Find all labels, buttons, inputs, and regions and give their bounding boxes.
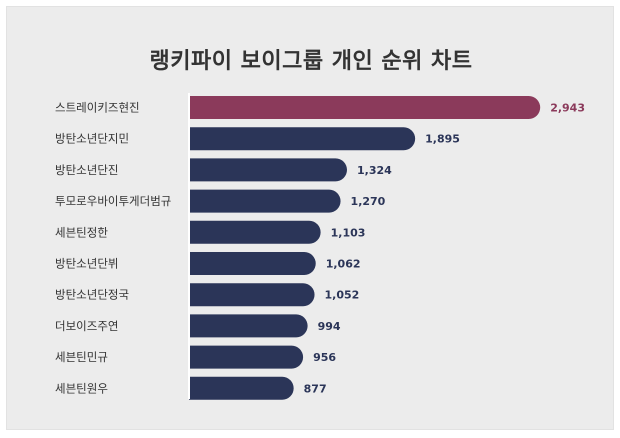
- value-label: 1,895: [425, 133, 460, 146]
- bar: [189, 314, 308, 338]
- value-label: 877: [304, 382, 327, 395]
- category-label: 세븐틴원우: [55, 381, 108, 395]
- category-label: 방탄소년단진: [55, 163, 118, 177]
- bar: [189, 376, 294, 400]
- value-label: 2,943: [550, 102, 585, 115]
- value-label: 1,062: [326, 258, 361, 271]
- bar: [189, 345, 304, 369]
- category-label: 세븐틴민규: [55, 350, 108, 364]
- value-label: 1,324: [357, 164, 392, 177]
- value-label: 1,052: [325, 289, 360, 302]
- chart-card: 랭키파이 보이그룹 개인 순위 차트 스트레이키즈현진 2,943 방탄소년단지민 1…: [6, 6, 614, 430]
- value-label: 1,270: [351, 195, 386, 208]
- category-label: 방탄소년단정국: [55, 288, 129, 302]
- bar: [189, 283, 315, 307]
- category-label: 방탄소년단뷔: [55, 257, 118, 271]
- bar-chart: 스트레이키즈현진 2,943 방탄소년단지민 1,895 방탄소년단진 1,324 투모로우…: [55, 93, 585, 400]
- category-label: 투모로우바이투게더범규: [55, 194, 171, 208]
- bar: [189, 189, 341, 213]
- value-label: 1,103: [331, 226, 366, 239]
- category-label: 더보이즈주연: [55, 319, 118, 333]
- bar: [189, 127, 416, 151]
- bar: [189, 158, 347, 182]
- category-label: 세븐틴정한: [55, 225, 108, 239]
- value-label: 956: [313, 351, 336, 364]
- category-label: 스트레이키즈현진: [55, 101, 140, 115]
- category-label: 방탄소년단지민: [55, 132, 129, 146]
- bar: [189, 220, 321, 244]
- chart-title: 랭키파이 보이그룹 개인 순위 차트: [149, 49, 473, 74]
- bar: [189, 252, 316, 275]
- value-label: 994: [318, 320, 341, 333]
- bar: [189, 96, 541, 119]
